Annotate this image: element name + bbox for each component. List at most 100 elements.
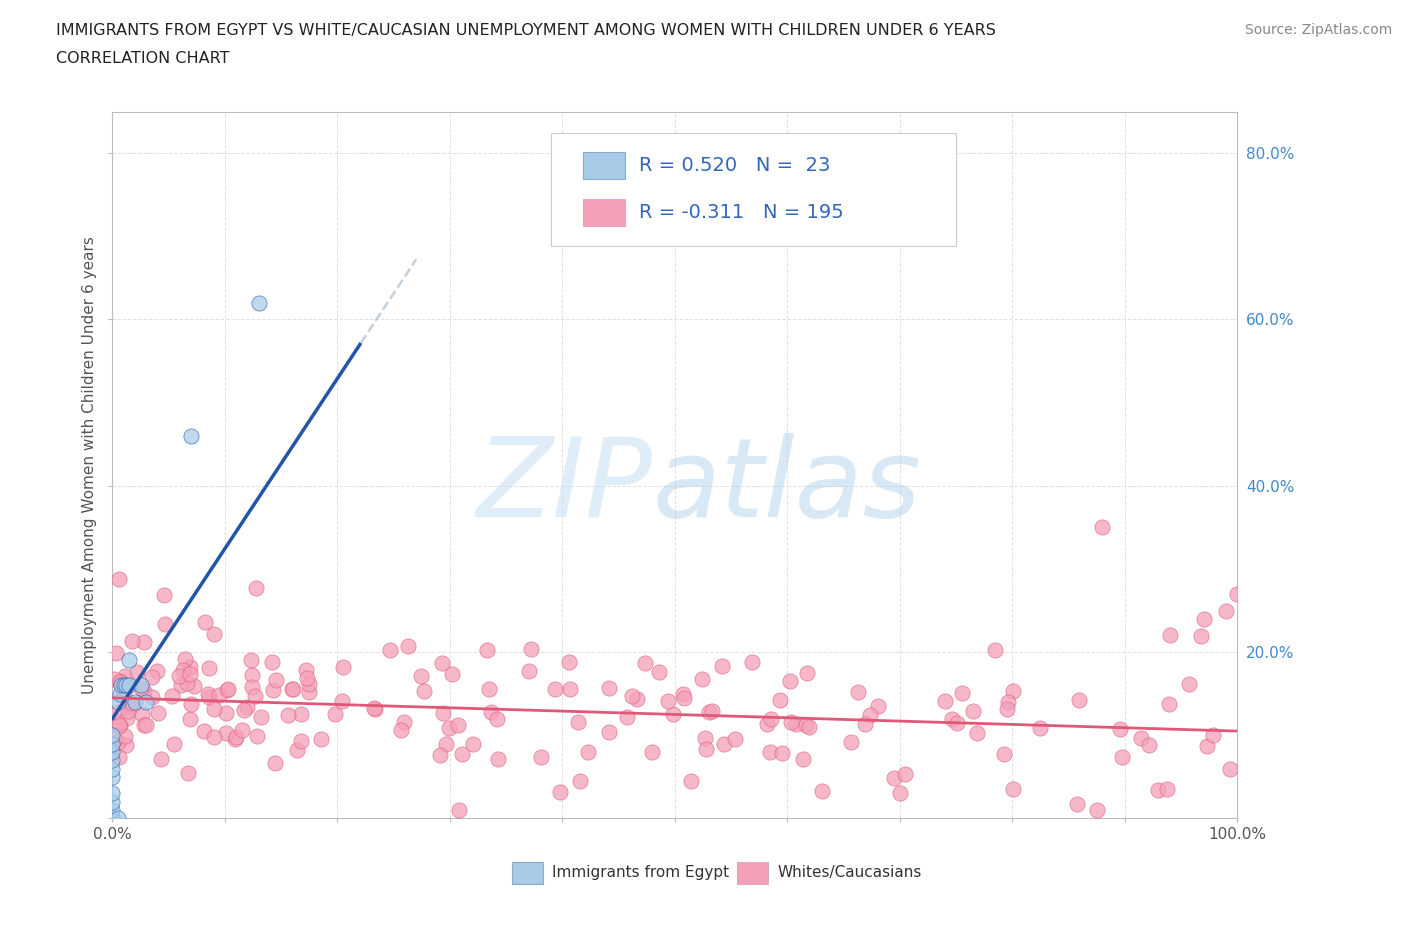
Point [225, 730, 247, 745]
Point [567, 714, 589, 729]
Point [520, 641, 543, 656]
Point [517, 664, 540, 679]
Point [198, 660, 221, 675]
Point [794, 717, 817, 732]
Point [150, 752, 173, 767]
FancyBboxPatch shape [551, 133, 956, 246]
Point [110, 678, 132, 693]
Point [1091, 520, 1114, 535]
Point [236, 699, 259, 714]
Point [115, 737, 138, 752]
Point [1201, 727, 1223, 742]
Point [325, 707, 347, 722]
Point [741, 655, 763, 670]
FancyBboxPatch shape [582, 199, 626, 226]
Point [657, 693, 679, 708]
Point [101, 803, 124, 817]
Point [697, 704, 720, 719]
Point [114, 728, 136, 743]
Point [245, 688, 267, 703]
Point [432, 705, 454, 720]
Text: Source: ZipAtlas.com: Source: ZipAtlas.com [1244, 23, 1392, 37]
Point [447, 717, 470, 732]
Point [153, 587, 176, 602]
Point [202, 701, 225, 716]
Point [1156, 782, 1178, 797]
Point [240, 668, 263, 683]
Point [396, 639, 419, 654]
Point [110, 674, 132, 689]
Point [1085, 803, 1108, 817]
Point [180, 429, 202, 444]
Point [309, 732, 332, 747]
Point [121, 699, 143, 714]
Point [290, 734, 312, 749]
Point [112, 686, 135, 701]
Point [1029, 721, 1052, 736]
Text: R = 0.520   N =  23: R = 0.520 N = 23 [638, 156, 831, 175]
Point [779, 673, 801, 688]
Point [893, 766, 915, 781]
Point [107, 718, 129, 733]
Text: R = -0.311   N = 195: R = -0.311 N = 195 [638, 203, 844, 222]
Point [995, 702, 1018, 717]
Point [262, 683, 284, 698]
Point [785, 716, 807, 731]
Point [430, 656, 453, 671]
Point [693, 731, 716, 746]
Point [952, 685, 974, 700]
Point [485, 711, 508, 726]
Point [118, 653, 141, 668]
Point [217, 682, 239, 697]
Point [121, 633, 143, 648]
Point [429, 748, 451, 763]
Point [1130, 731, 1153, 746]
Point [620, 688, 643, 703]
Point [332, 659, 354, 674]
Point [114, 668, 136, 683]
Point [124, 695, 146, 710]
Point [796, 665, 818, 680]
Point [104, 732, 127, 747]
Point [108, 750, 131, 764]
Point [558, 682, 581, 697]
Point [101, 761, 124, 776]
Point [478, 682, 501, 697]
Point [1001, 781, 1024, 796]
Point [176, 675, 198, 690]
Point [112, 678, 135, 693]
Point [179, 711, 201, 726]
Point [792, 752, 814, 767]
Point [759, 711, 782, 726]
Point [110, 686, 132, 701]
Point [598, 724, 620, 739]
Point [202, 626, 225, 641]
Point [1109, 722, 1132, 737]
Point [647, 665, 669, 680]
Point [441, 666, 464, 681]
Point [183, 679, 205, 694]
Point [695, 741, 717, 756]
Point [662, 707, 685, 722]
Point [363, 700, 385, 715]
Point [295, 671, 318, 685]
Point [1219, 762, 1241, 777]
Point [107, 714, 129, 729]
Point [167, 668, 190, 683]
Point [412, 684, 434, 698]
Point [105, 645, 128, 660]
Point [544, 682, 567, 697]
Point [810, 784, 832, 799]
Point [233, 703, 256, 718]
Point [132, 634, 155, 649]
Point [941, 712, 963, 727]
Point [249, 710, 271, 724]
Point [634, 656, 657, 671]
Point [946, 716, 969, 731]
Point [934, 693, 956, 708]
Point [180, 697, 202, 711]
Point [486, 751, 509, 766]
Point [461, 737, 484, 751]
Point [197, 687, 219, 702]
Point [160, 688, 183, 703]
